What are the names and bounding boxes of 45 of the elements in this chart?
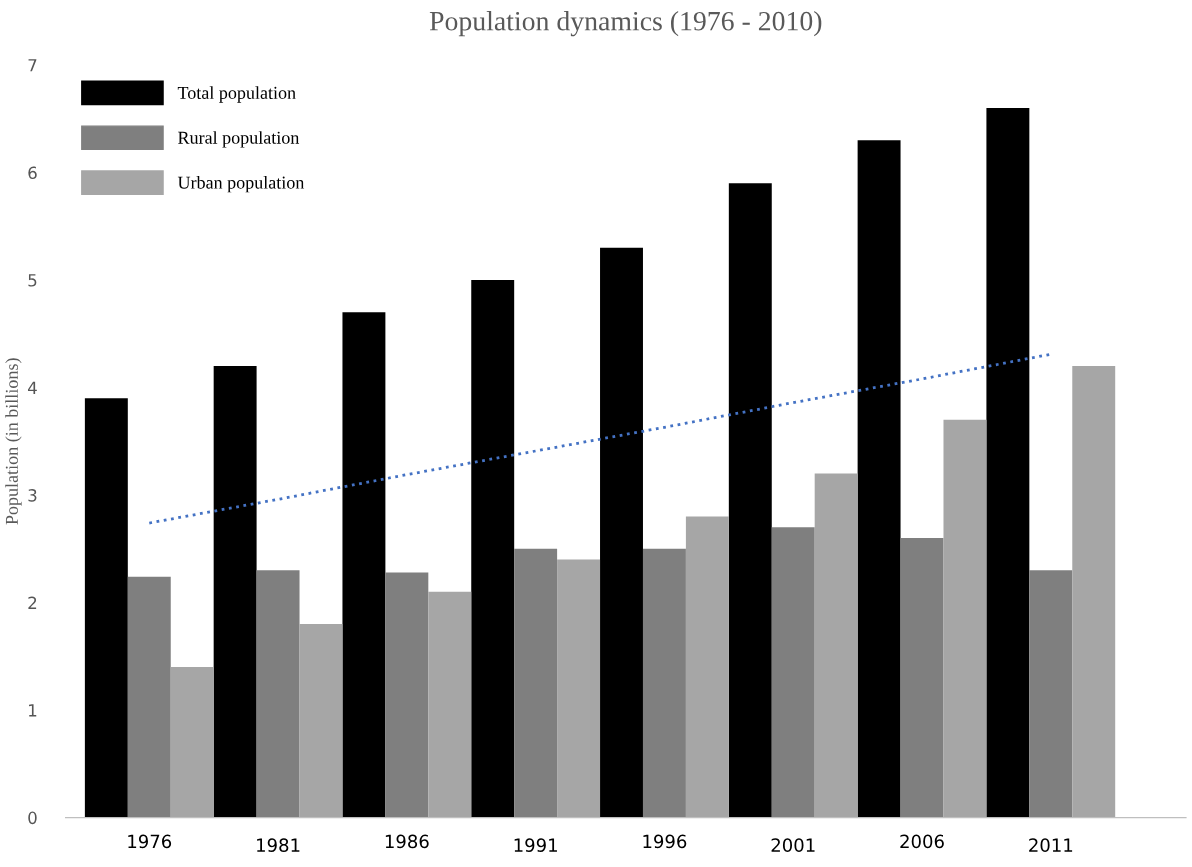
bar bbox=[900, 538, 944, 818]
y-tick-label: 3 bbox=[28, 489, 37, 502]
bar bbox=[471, 280, 515, 818]
bar bbox=[728, 183, 772, 818]
bar bbox=[299, 624, 343, 818]
y-tick-label: 7 bbox=[28, 59, 37, 72]
bar bbox=[986, 108, 1030, 818]
x-tick-label: 1996 bbox=[643, 834, 687, 849]
x-tick-label: 1981 bbox=[257, 838, 300, 852]
bar bbox=[428, 591, 472, 818]
bar bbox=[642, 548, 686, 818]
legend-label: Urban population bbox=[177, 176, 305, 193]
y-tick-label: 4 bbox=[27, 381, 37, 394]
bar bbox=[857, 140, 901, 818]
bar bbox=[514, 548, 558, 818]
x-tick-label: 1986 bbox=[385, 834, 429, 849]
bar bbox=[557, 559, 601, 818]
bar bbox=[943, 419, 987, 818]
bar bbox=[170, 667, 214, 818]
bar bbox=[385, 572, 429, 818]
bar bbox=[1072, 366, 1116, 818]
y-tick-label: 5 bbox=[28, 274, 37, 287]
x-tick-label: 2011 bbox=[1029, 838, 1073, 852]
bar bbox=[600, 247, 643, 818]
chart-title: Population dynamics (1976 - 2010) bbox=[429, 11, 822, 37]
bar bbox=[771, 527, 815, 818]
y-axis-title: Population (in billions) bbox=[5, 358, 22, 525]
x-tick-label: 1976 bbox=[128, 834, 172, 849]
bar bbox=[127, 576, 171, 818]
x-tick-label: 1991 bbox=[514, 838, 557, 852]
legend-label: Rural population bbox=[178, 131, 300, 148]
y-tick-label: 2 bbox=[28, 596, 37, 609]
y-tick-label: 6 bbox=[28, 166, 37, 180]
bar bbox=[84, 398, 128, 818]
bar bbox=[814, 473, 858, 818]
bar bbox=[256, 570, 300, 818]
bar bbox=[1029, 570, 1073, 818]
y-tick-label: 0 bbox=[28, 811, 37, 825]
bar bbox=[342, 312, 386, 818]
x-tick-label: 2006 bbox=[900, 834, 944, 849]
y-tick-label: 1 bbox=[29, 704, 37, 717]
x-tick-label: 2001 bbox=[771, 838, 815, 852]
bar bbox=[685, 516, 729, 818]
bar bbox=[213, 366, 257, 818]
legend-label: Total population bbox=[177, 86, 296, 103]
